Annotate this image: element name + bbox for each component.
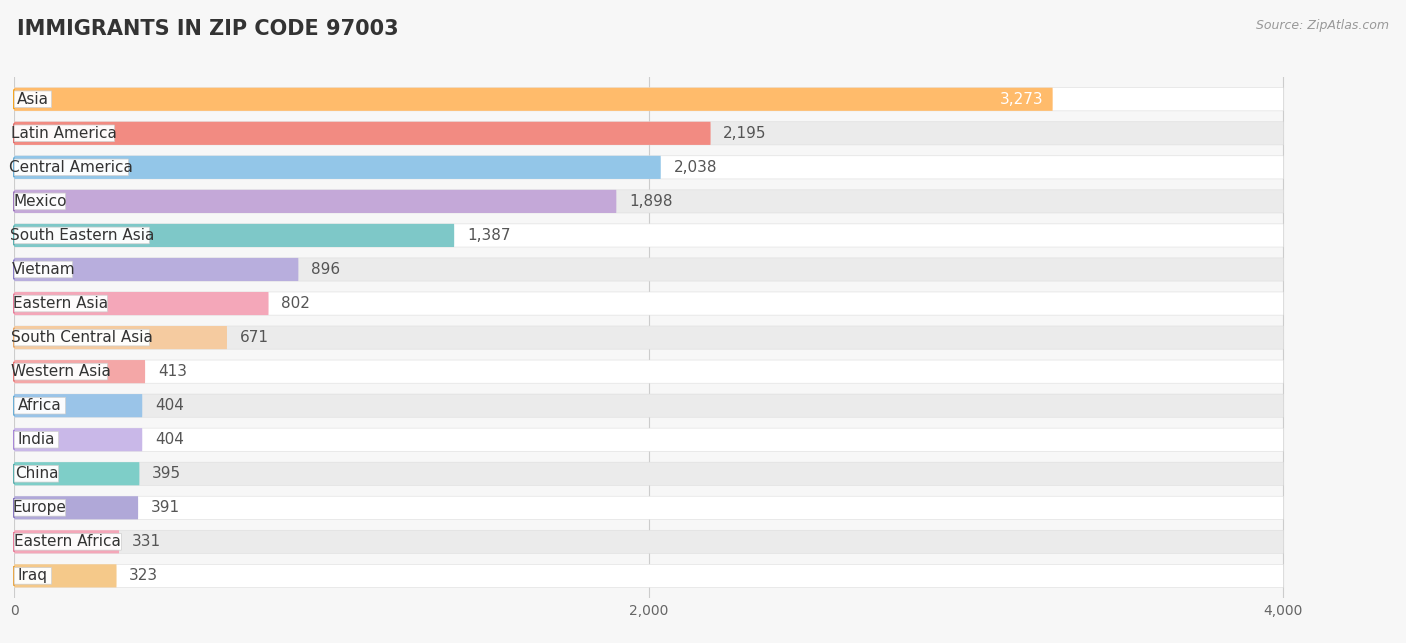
FancyBboxPatch shape bbox=[14, 565, 117, 588]
FancyBboxPatch shape bbox=[14, 258, 298, 281]
Text: 404: 404 bbox=[155, 432, 184, 447]
Text: South Eastern Asia: South Eastern Asia bbox=[10, 228, 153, 243]
FancyBboxPatch shape bbox=[14, 394, 142, 417]
FancyBboxPatch shape bbox=[14, 295, 107, 312]
FancyBboxPatch shape bbox=[14, 530, 120, 554]
FancyBboxPatch shape bbox=[14, 87, 1053, 111]
FancyBboxPatch shape bbox=[14, 496, 138, 520]
FancyBboxPatch shape bbox=[14, 156, 1284, 179]
Text: Latin America: Latin America bbox=[11, 126, 117, 141]
FancyBboxPatch shape bbox=[14, 258, 1284, 281]
Text: Europe: Europe bbox=[13, 500, 67, 515]
FancyBboxPatch shape bbox=[14, 326, 226, 349]
Text: 3,273: 3,273 bbox=[1000, 92, 1043, 107]
Text: Source: ZipAtlas.com: Source: ZipAtlas.com bbox=[1256, 19, 1389, 32]
FancyBboxPatch shape bbox=[14, 227, 149, 244]
Text: IMMIGRANTS IN ZIP CODE 97003: IMMIGRANTS IN ZIP CODE 97003 bbox=[17, 19, 398, 39]
Text: 896: 896 bbox=[311, 262, 340, 277]
FancyBboxPatch shape bbox=[14, 292, 1284, 315]
Text: Mexico: Mexico bbox=[13, 194, 66, 209]
FancyBboxPatch shape bbox=[14, 190, 616, 213]
Text: Iraq: Iraq bbox=[18, 568, 48, 583]
FancyBboxPatch shape bbox=[14, 122, 710, 145]
FancyBboxPatch shape bbox=[14, 122, 1284, 145]
FancyBboxPatch shape bbox=[14, 329, 149, 346]
Text: 2,038: 2,038 bbox=[673, 160, 717, 175]
Text: Central America: Central America bbox=[10, 160, 134, 175]
Text: South Central Asia: South Central Asia bbox=[11, 330, 153, 345]
FancyBboxPatch shape bbox=[14, 224, 454, 247]
Text: 1,387: 1,387 bbox=[467, 228, 510, 243]
Text: 331: 331 bbox=[132, 534, 160, 549]
FancyBboxPatch shape bbox=[14, 428, 142, 451]
Text: Western Asia: Western Asia bbox=[11, 364, 111, 379]
FancyBboxPatch shape bbox=[14, 394, 1284, 417]
FancyBboxPatch shape bbox=[14, 261, 73, 278]
FancyBboxPatch shape bbox=[14, 190, 1284, 213]
FancyBboxPatch shape bbox=[14, 87, 1284, 111]
FancyBboxPatch shape bbox=[14, 397, 66, 414]
FancyBboxPatch shape bbox=[14, 496, 1284, 520]
FancyBboxPatch shape bbox=[14, 224, 1284, 247]
FancyBboxPatch shape bbox=[14, 156, 661, 179]
FancyBboxPatch shape bbox=[14, 466, 59, 482]
Text: Asia: Asia bbox=[17, 92, 49, 107]
FancyBboxPatch shape bbox=[14, 193, 66, 210]
Text: Eastern Africa: Eastern Africa bbox=[14, 534, 121, 549]
Text: China: China bbox=[14, 466, 58, 481]
FancyBboxPatch shape bbox=[14, 159, 128, 176]
FancyBboxPatch shape bbox=[14, 360, 1284, 383]
FancyBboxPatch shape bbox=[14, 363, 107, 380]
FancyBboxPatch shape bbox=[14, 428, 1284, 451]
Text: 323: 323 bbox=[129, 568, 159, 583]
Text: Vietnam: Vietnam bbox=[11, 262, 75, 277]
FancyBboxPatch shape bbox=[14, 292, 269, 315]
Text: 1,898: 1,898 bbox=[628, 194, 672, 209]
FancyBboxPatch shape bbox=[14, 530, 1284, 554]
Text: 671: 671 bbox=[239, 330, 269, 345]
FancyBboxPatch shape bbox=[14, 360, 145, 383]
FancyBboxPatch shape bbox=[14, 462, 139, 485]
Text: 391: 391 bbox=[150, 500, 180, 515]
FancyBboxPatch shape bbox=[14, 534, 121, 550]
Text: 395: 395 bbox=[152, 466, 181, 481]
FancyBboxPatch shape bbox=[14, 91, 52, 107]
FancyBboxPatch shape bbox=[14, 462, 1284, 485]
Text: 413: 413 bbox=[157, 364, 187, 379]
FancyBboxPatch shape bbox=[14, 500, 66, 516]
FancyBboxPatch shape bbox=[14, 565, 1284, 588]
Text: Africa: Africa bbox=[18, 398, 62, 413]
Text: 404: 404 bbox=[155, 398, 184, 413]
Text: India: India bbox=[18, 432, 55, 447]
FancyBboxPatch shape bbox=[14, 568, 52, 584]
FancyBboxPatch shape bbox=[14, 431, 59, 448]
FancyBboxPatch shape bbox=[14, 125, 114, 141]
Text: Eastern Asia: Eastern Asia bbox=[13, 296, 108, 311]
Text: 2,195: 2,195 bbox=[723, 126, 766, 141]
FancyBboxPatch shape bbox=[14, 326, 1284, 349]
Text: 802: 802 bbox=[281, 296, 311, 311]
